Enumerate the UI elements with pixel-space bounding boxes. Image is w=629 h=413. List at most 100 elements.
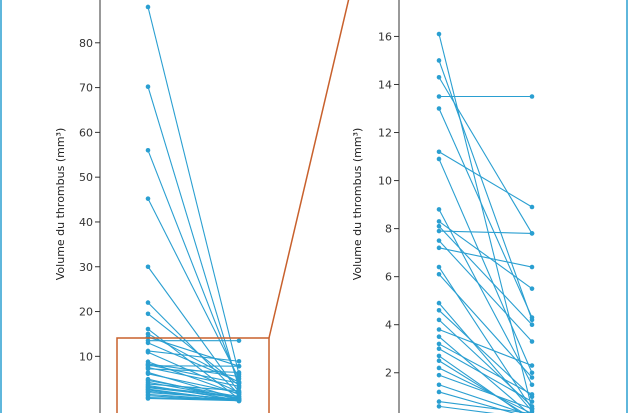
right-point-before: [436, 74, 442, 80]
right-series-line: [438, 33, 533, 409]
left-series-line: [147, 266, 240, 393]
right-point-before: [436, 389, 442, 395]
left-series-line: [147, 150, 240, 384]
right-series-line: [438, 401, 532, 413]
right-y-tick-label: 6: [385, 271, 392, 284]
right-point-before: [436, 317, 442, 323]
left-series-line: [147, 302, 240, 395]
right-point-before: [436, 149, 442, 155]
right-y-axis: 2 4 6 8 10 12 14 16: [378, 0, 400, 413]
right-point-before: [436, 399, 442, 404]
right-series-line: [438, 158, 533, 373]
right-point-before: [436, 106, 442, 111]
left-point-before: [145, 84, 151, 89]
left-point-before: [145, 340, 151, 346]
left-series-line: [147, 396, 240, 401]
left-series-line: [147, 397, 240, 402]
left-series-line: [147, 366, 240, 387]
right-series-line: [438, 209, 533, 386]
right-y-tick-label: 4: [385, 319, 392, 332]
zoom-box: [116, 337, 270, 413]
right-chart: 2 4 6 8 10 12 14 16 Volume du thrombus (mm³): [351, 0, 535, 413]
left-y-tick-label: 50: [79, 171, 93, 184]
right-point-after: [529, 339, 535, 344]
right-point-after: [529, 370, 535, 376]
left-y-tick-label: 80: [79, 37, 93, 50]
right-point-after: [529, 231, 535, 236]
right-series: [436, 31, 535, 413]
right-point-after: [529, 399, 535, 404]
right-point-after: [529, 94, 535, 99]
right-series-line: [438, 319, 533, 407]
right-point-before: [436, 346, 442, 352]
left-series-line: [147, 6, 240, 375]
left-point-before: [145, 366, 151, 372]
left-series-line: [147, 364, 240, 384]
left-point-before: [145, 326, 151, 332]
right-y-tick-label: 14: [378, 78, 392, 91]
left-point-before: [145, 371, 151, 377]
left-point-after: [236, 358, 242, 364]
right-point-after: [529, 315, 535, 320]
left-series-line: [147, 361, 240, 395]
right-y-tick-label: 8: [385, 223, 392, 236]
right-series-line: [438, 405, 495, 413]
right-point-before: [436, 228, 442, 234]
right-point-before: [436, 207, 442, 212]
left-series-line: [147, 86, 240, 388]
left-point-before: [145, 300, 151, 305]
left-series: [145, 4, 242, 404]
left-series-line: [147, 379, 240, 398]
right-point-before: [436, 334, 442, 340]
left-y-tick-label: 10: [79, 350, 93, 363]
right-series-line: [438, 225, 533, 326]
left-series-line: [147, 386, 240, 397]
right-series-line: [438, 391, 516, 413]
right-series-line: [438, 220, 533, 290]
right-series-line: [438, 374, 533, 410]
right-point-before: [436, 372, 442, 378]
left-y-axis-title: Volume du thrombus (mm³): [54, 128, 67, 280]
right-point-before: [436, 353, 442, 359]
right-point-before: [436, 382, 442, 388]
right-point-after: [529, 375, 535, 380]
left-y-tick-label: 40: [79, 216, 93, 229]
right-series-line: [438, 309, 533, 398]
left-y-tick-label: 30: [79, 261, 93, 274]
right-series-line: [438, 151, 533, 208]
left-point-before: [145, 264, 151, 270]
right-point-before: [436, 264, 442, 270]
left-point-after: [236, 374, 242, 379]
left-series-line: [147, 351, 240, 393]
right-point-after: [529, 392, 535, 397]
right-y-axis-title: Volume du thrombus (mm³): [351, 128, 364, 280]
right-point-before: [436, 365, 442, 371]
left-point-before: [145, 350, 151, 355]
right-point-before: [436, 31, 442, 37]
left-series-line: [147, 387, 240, 399]
right-y-tick-label: 2: [385, 367, 392, 380]
left-point-after: [236, 384, 242, 389]
left-series-line: [147, 342, 240, 383]
right-series-line: [438, 266, 533, 410]
right-series-line: [438, 273, 533, 378]
right-point-after: [529, 363, 535, 368]
right-point-after: [529, 286, 535, 291]
right-point-before: [436, 156, 442, 162]
right-series-line: [438, 343, 533, 395]
right-point-before: [436, 300, 442, 306]
zoom-indicator: [116, 0, 350, 413]
right-point-before: [436, 238, 442, 243]
right-y-tick-label: 10: [378, 175, 392, 188]
right-point-after: [529, 264, 535, 270]
right-point-after: [529, 322, 535, 328]
right-point-before: [436, 58, 442, 63]
left-series-line: [147, 336, 240, 367]
right-series-line: [438, 328, 533, 367]
left-series-line: [147, 383, 240, 392]
right-series-line: [438, 108, 533, 318]
left-point-after: [236, 398, 242, 403]
right-point-before: [436, 271, 442, 277]
right-series-line: [438, 367, 533, 413]
